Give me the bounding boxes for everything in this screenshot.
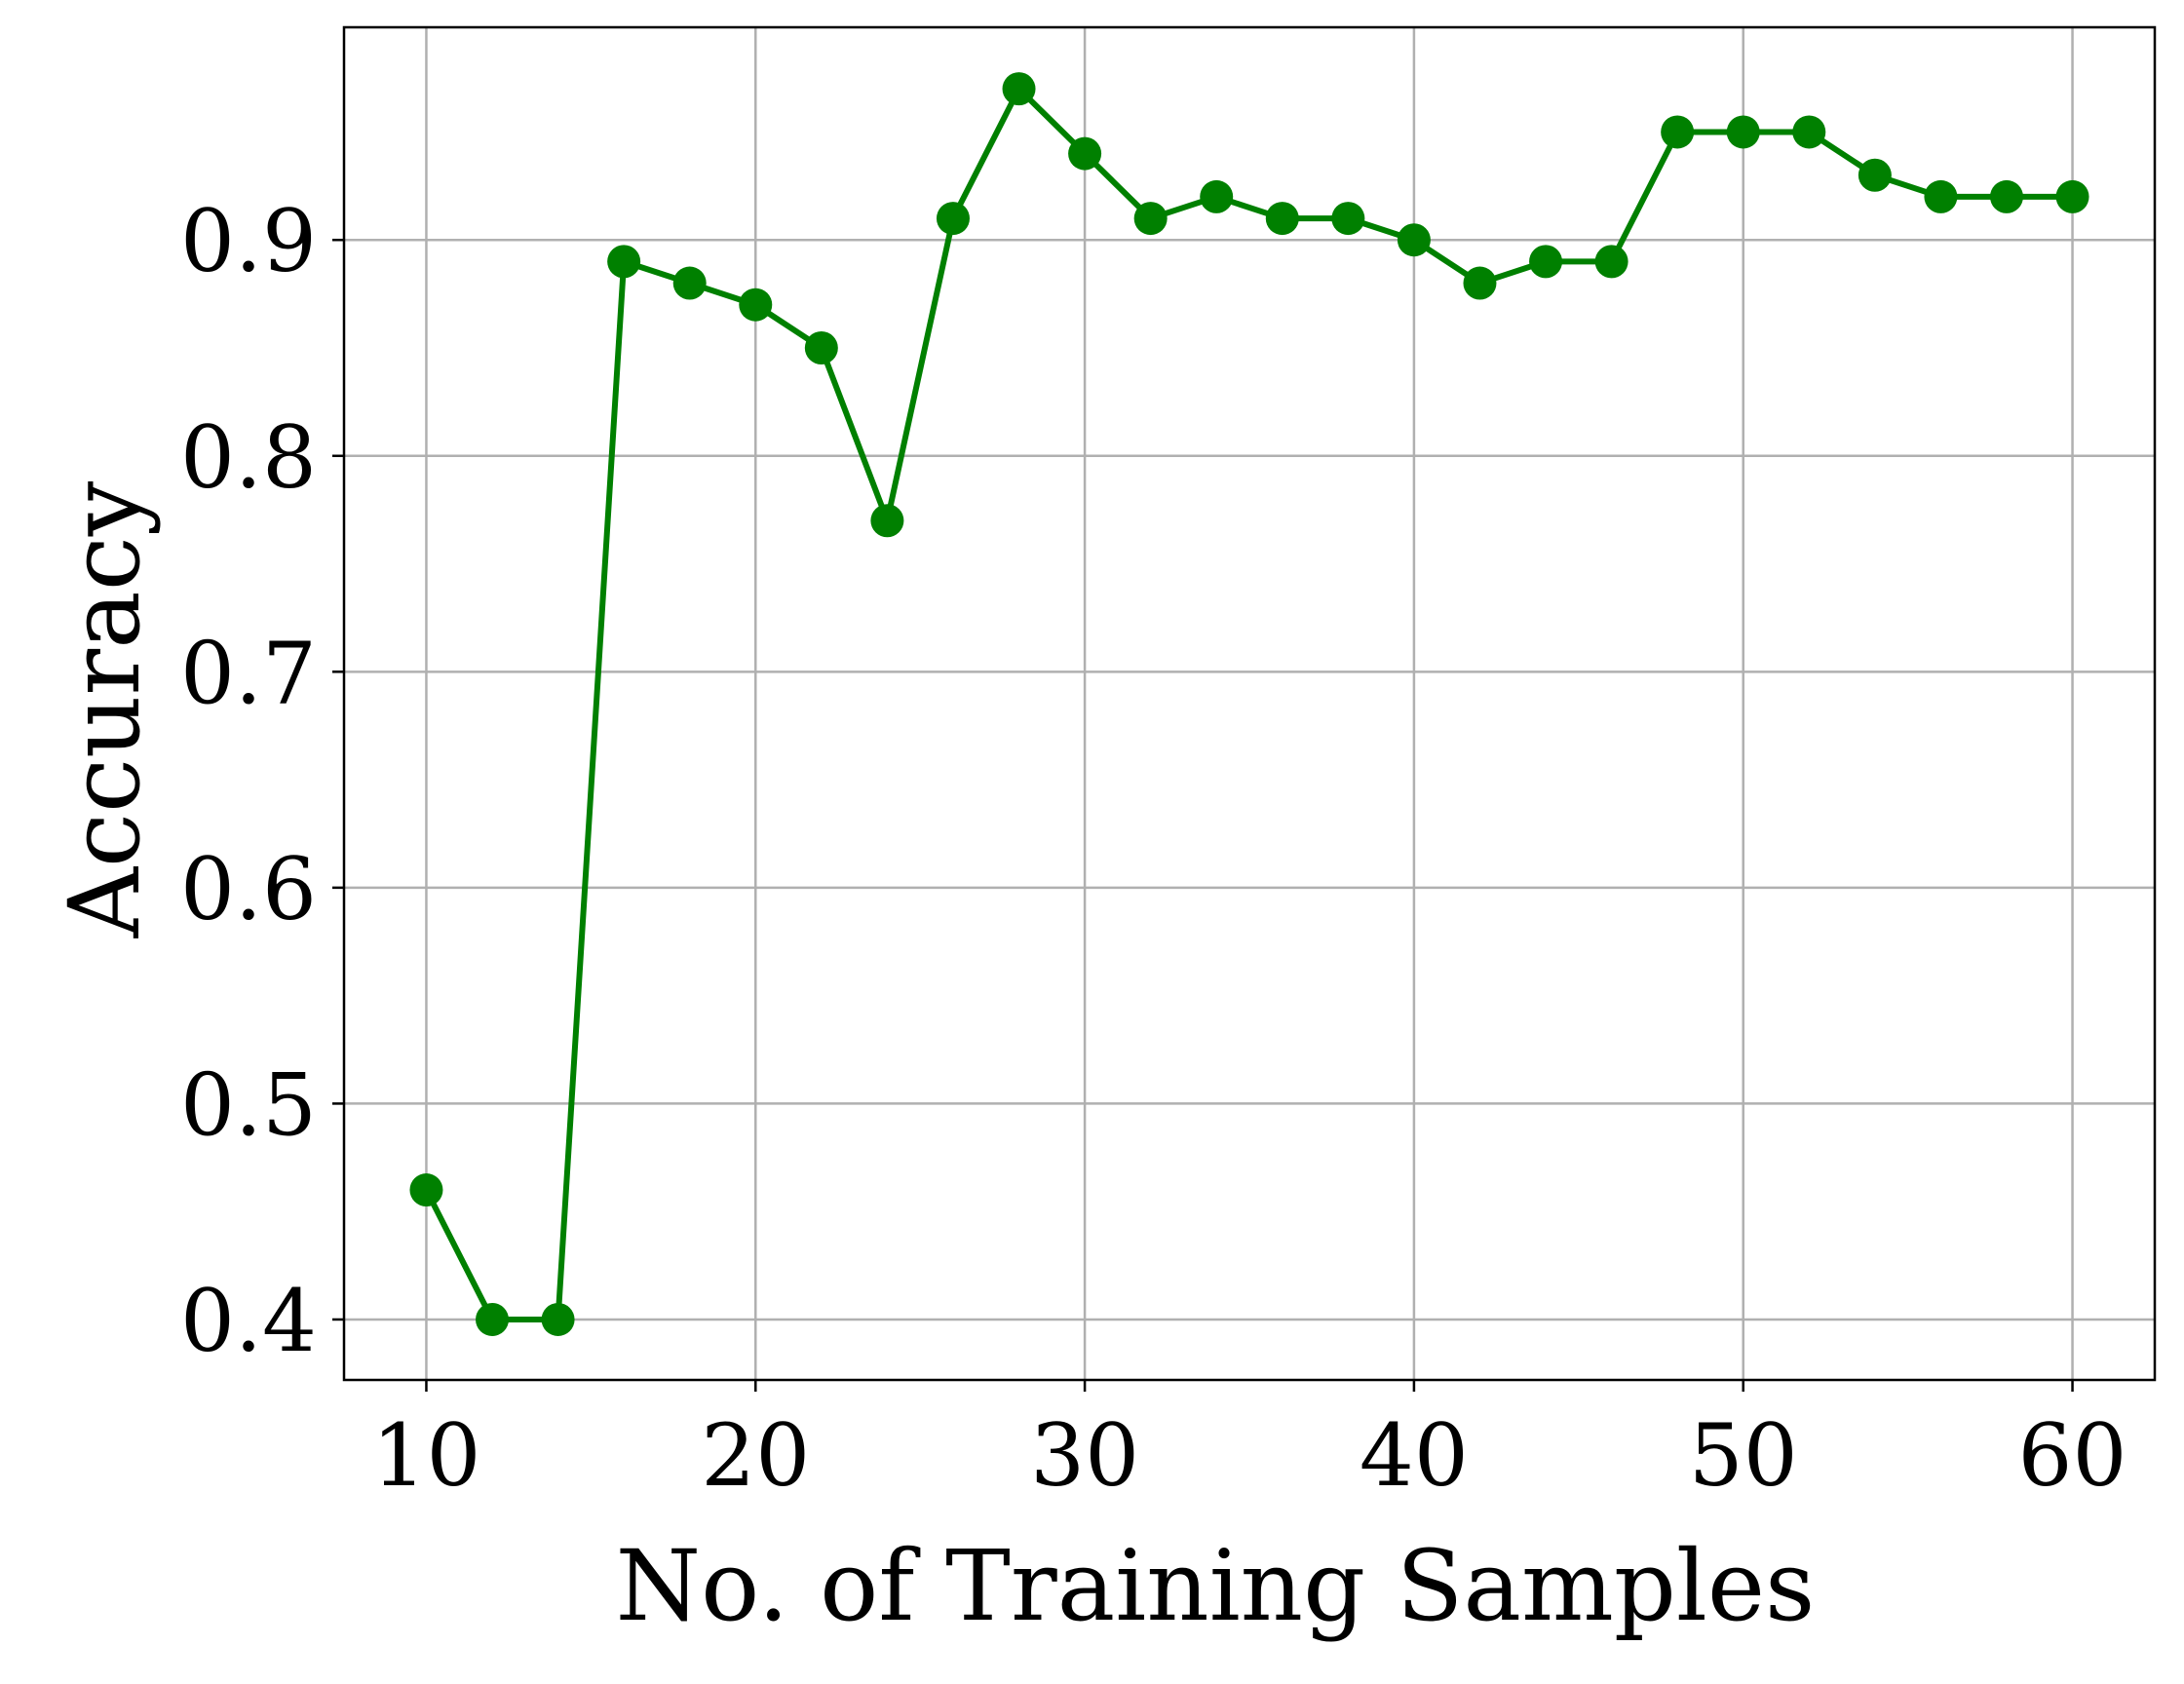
data-point [739,287,773,322]
data-point [2055,179,2089,213]
data-point [1133,202,1168,236]
x-tick-label: 40 [1360,1405,1469,1506]
y-tick-label: 0.7 [180,623,317,723]
y-axis-label: Accuracy [48,480,162,938]
x-axis-label: No. of Training Samples [616,1529,1816,1643]
data-point [936,202,970,236]
data-point [476,1302,510,1336]
y-tick-label: 0.6 [180,839,317,939]
x-tick-label: 30 [1030,1405,1139,1506]
data-point [1594,245,1628,279]
x-tick-label: 60 [2018,1405,2127,1506]
plot-frame [342,25,2157,1382]
data-point [1858,158,1892,192]
data-point [1200,179,1234,213]
y-axis-ticks: 0.4 0.5 0.6 0.7 0.8 0.9 [180,191,344,1371]
x-tick-label: 20 [701,1405,810,1506]
data-point [1397,223,1431,257]
x-axis-ticks: 10 20 30 40 50 60 [371,1380,2127,1506]
grid-lines [344,27,2155,1380]
x-tick-label: 50 [1689,1405,1798,1506]
y-tick-label: 0.4 [180,1271,317,1371]
data-point [804,330,838,364]
series-line [423,86,2073,1322]
data-point [1661,115,1695,149]
data-point [1002,72,1036,106]
data-point [1463,266,1497,300]
y-tick-label: 0.5 [180,1054,317,1155]
series-layer [409,72,2089,1336]
data-point [541,1302,575,1336]
y-tick-label: 0.9 [180,191,317,291]
data-point [1068,136,1102,171]
x-tick-label: 10 [371,1405,480,1506]
data-point [1792,115,1826,149]
data-point [1726,115,1760,149]
data-point [1265,202,1299,236]
y-tick-label: 0.8 [180,407,317,508]
data-point [409,1173,443,1207]
data-point [1924,179,1958,213]
data-point [1989,179,2023,213]
data-point [1529,245,1563,279]
data-point [870,504,904,538]
data-point [672,266,707,300]
data-point [607,245,641,279]
data-point [1331,202,1365,236]
